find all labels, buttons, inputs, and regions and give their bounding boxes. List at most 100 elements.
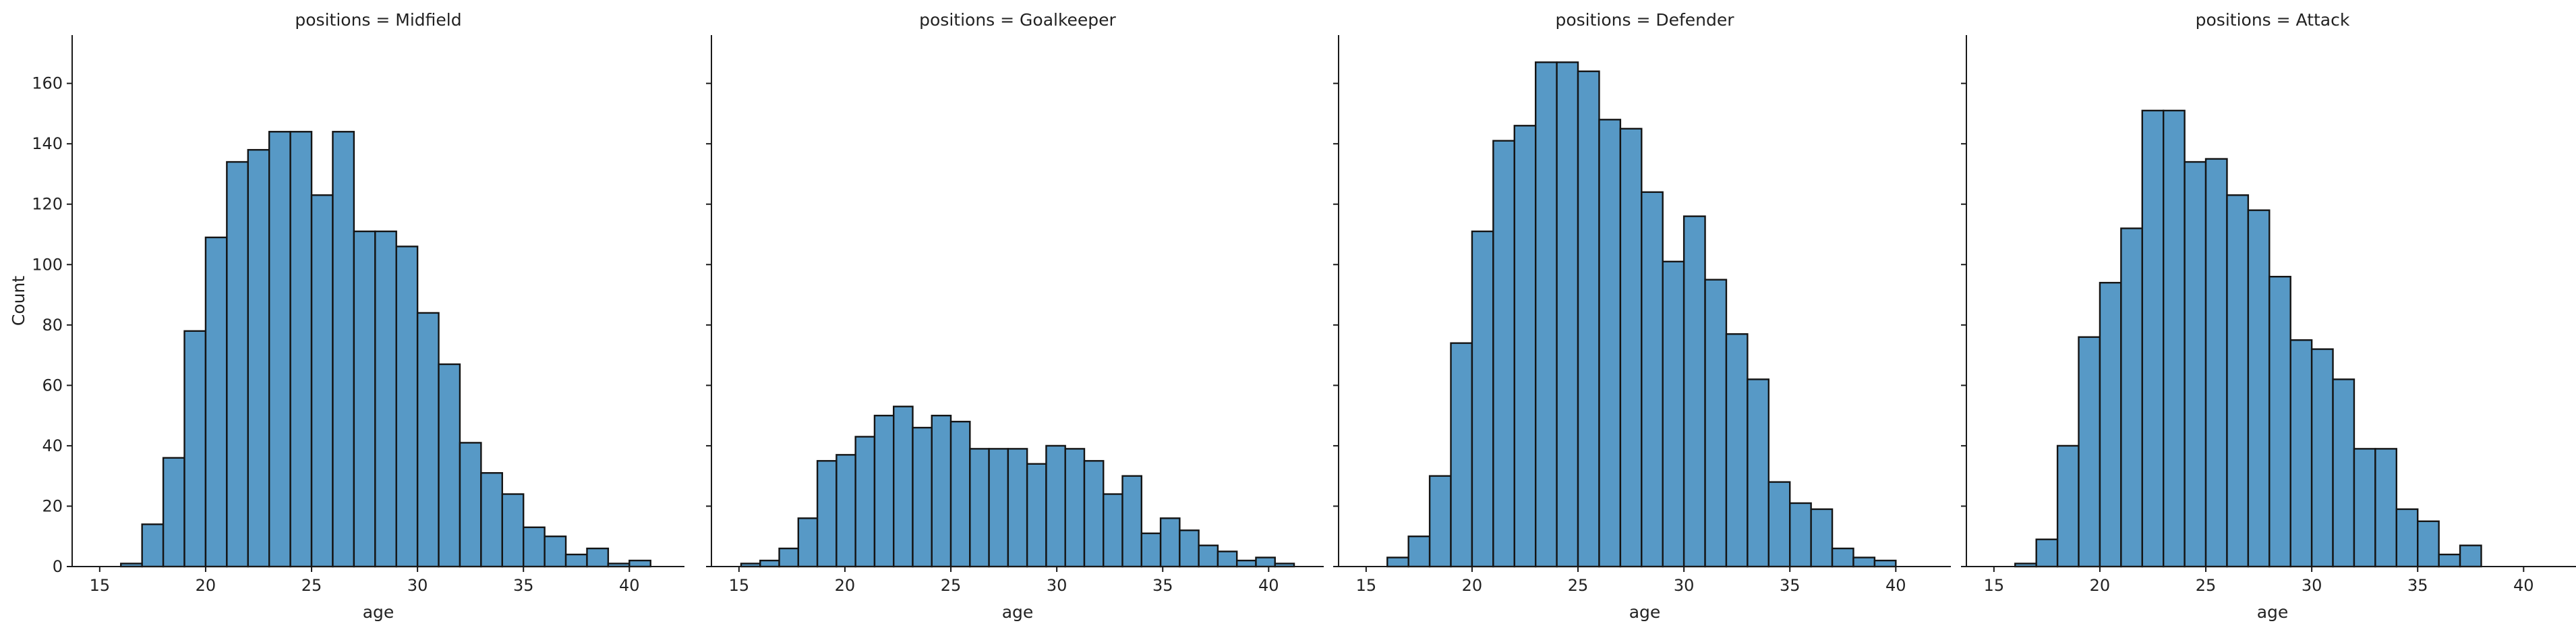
histogram-bar — [480, 472, 504, 568]
histogram-bar — [1235, 559, 1257, 568]
histogram-bar — [1026, 463, 1047, 568]
x-tick-label: 20 — [2090, 576, 2111, 595]
histogram-bar — [501, 493, 525, 568]
x-tick-label: 35 — [1152, 576, 1173, 595]
histogram-bar — [1725, 333, 1749, 568]
histogram-bar — [2099, 281, 2122, 568]
histogram-bar — [268, 131, 291, 568]
histogram-bar — [1682, 215, 1706, 568]
histogram-bar — [586, 547, 610, 568]
histogram-bar — [2332, 378, 2355, 568]
histogram-bar — [1810, 508, 1834, 568]
histogram-bar — [374, 230, 397, 568]
histogram-bar — [1159, 517, 1181, 568]
histogram-bar — [797, 517, 819, 568]
histogram-bar — [1513, 125, 1537, 568]
histogram-bar — [247, 148, 270, 568]
x-tick-label: 35 — [2407, 576, 2428, 595]
histogram-bar — [1873, 559, 1897, 568]
histogram-bar — [1767, 481, 1791, 568]
histogram-bar — [1598, 119, 1622, 568]
histogram-bar — [2162, 109, 2186, 568]
histogram-bar — [949, 420, 971, 568]
histogram-bar — [2120, 227, 2143, 568]
facet-panel-3: positions = Attack 15 20 25 30 35 40 age — [1961, 10, 2576, 622]
histogram-bar — [1704, 279, 1728, 568]
y-tick-label: 20 — [42, 496, 63, 515]
histogram-bar — [1064, 448, 1086, 568]
x-tick-label: 15 — [90, 576, 111, 595]
y-tick-label: 120 — [32, 195, 63, 214]
histogram-bar — [416, 312, 440, 568]
histogram-bar — [1556, 61, 1579, 568]
x-axis-label: age — [2257, 602, 2289, 622]
histogram-bar — [892, 405, 914, 568]
x-tick-label: 40 — [1885, 576, 1906, 595]
x-tick-label: 30 — [2302, 576, 2322, 595]
histogram-bar — [2310, 348, 2334, 568]
histogram-bar — [1577, 70, 1600, 568]
histogram-bar — [1747, 378, 1769, 568]
histogram-bar — [2056, 444, 2080, 568]
facet-title: positions = Goalkeeper — [919, 10, 1116, 30]
histogram-bar — [1407, 536, 1431, 568]
y-tick-label: 60 — [42, 376, 63, 395]
facet-panels: positions = Midfield 0 20 40 60 80 100 120 140 16… — [9, 10, 2576, 622]
x-tick-label: 20 — [1462, 576, 1483, 595]
x-tick-label: 25 — [941, 576, 962, 595]
x-tick-label: 35 — [1780, 576, 1801, 595]
x-tick-label: 15 — [729, 576, 750, 595]
x-tick-label: 30 — [1674, 576, 1695, 595]
histogram-bar — [1662, 260, 1685, 568]
histogram-bar — [2353, 448, 2376, 568]
histogram-bar — [1255, 556, 1276, 568]
x-tick-label: 35 — [513, 576, 534, 595]
histogram-bar — [2141, 109, 2165, 568]
x-axis-label: age — [1629, 602, 1661, 622]
histogram-bar — [628, 559, 651, 568]
histogram-bar — [2438, 553, 2461, 568]
histogram-bar — [2417, 520, 2440, 568]
histogram-bar — [353, 230, 376, 568]
x-axis-label: age — [1002, 602, 1034, 622]
x-tick-label: 40 — [1258, 576, 1279, 595]
x-tick-label: 15 — [1984, 576, 2005, 595]
histogram-bars — [120, 131, 651, 568]
histogram-bar — [564, 553, 588, 568]
histogram-bar — [1083, 460, 1105, 568]
histogram-bar — [1140, 532, 1162, 568]
histogram-bar — [1534, 61, 1558, 568]
histogram-bar — [1045, 444, 1066, 568]
histogram-bar — [836, 454, 856, 568]
histogram-bar — [2268, 275, 2291, 568]
histogram-bar — [1121, 475, 1143, 568]
histogram-bar — [1641, 191, 1664, 568]
histogram-bar — [310, 194, 334, 568]
histogram-bar — [1386, 556, 1409, 568]
histogram-bar — [183, 330, 207, 568]
histogram-bar — [438, 363, 461, 568]
x-tick-label: 40 — [619, 576, 640, 595]
histogram-bar — [873, 414, 895, 568]
histogram-bar — [2184, 161, 2207, 568]
x-tick-label: 40 — [2513, 576, 2534, 595]
histogram-bar — [912, 426, 933, 568]
x-tick-label: 30 — [1047, 576, 1067, 595]
histogram-bar — [1852, 556, 1876, 568]
histogram-bar — [969, 448, 990, 568]
histogram-bar — [395, 246, 419, 568]
y-tick-label: 40 — [42, 436, 63, 455]
histogram-bar — [854, 436, 876, 568]
histogram-bar — [2374, 448, 2397, 568]
histogram-bar — [2078, 336, 2101, 568]
histogram-bar — [1492, 140, 1515, 568]
histogram-bar — [141, 523, 165, 568]
histogram-bar — [2395, 508, 2419, 568]
histogram-bar — [1198, 544, 1219, 568]
histogram-bar — [204, 236, 228, 568]
x-tick-label: 25 — [2196, 576, 2217, 595]
y-axis-label: Count — [9, 276, 28, 326]
histogram-bars — [1386, 61, 1897, 568]
facet-panel-0: positions = Midfield 0 20 40 60 80 100 120 140 16… — [9, 10, 684, 622]
